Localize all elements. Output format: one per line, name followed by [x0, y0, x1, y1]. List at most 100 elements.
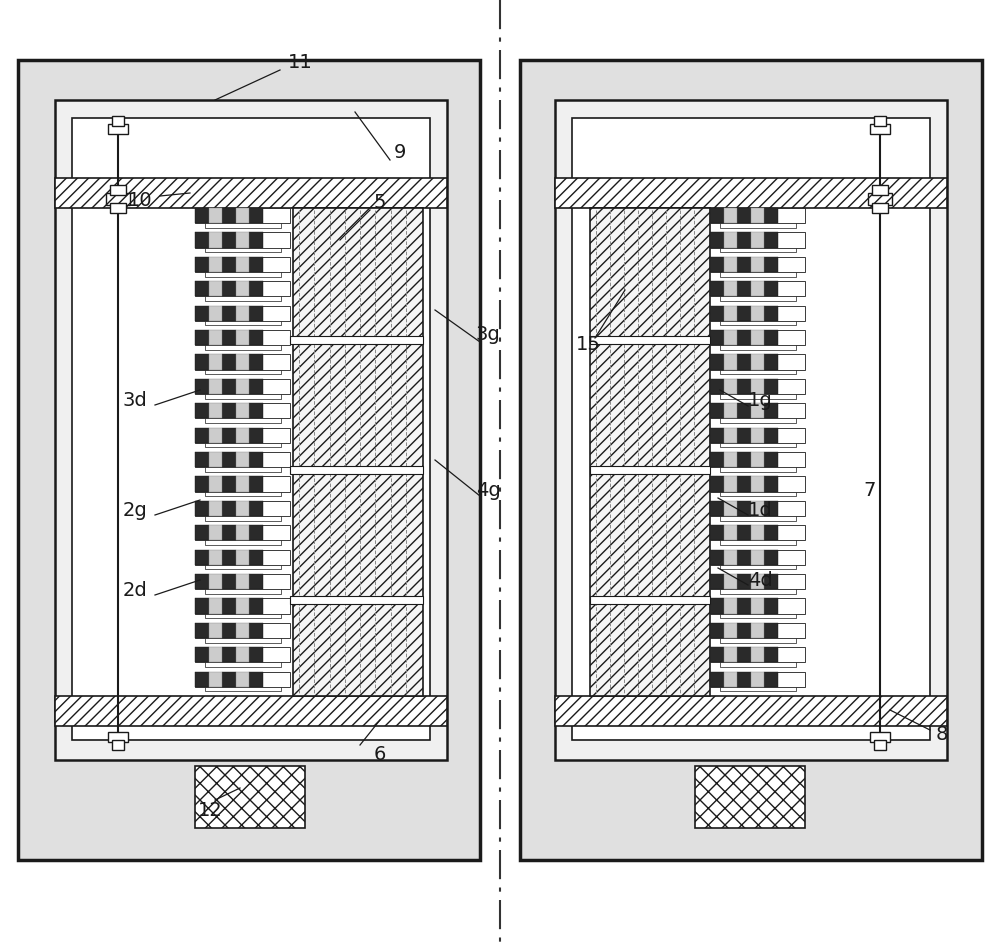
- Bar: [710, 330, 724, 345]
- Bar: [110, 185, 126, 195]
- Bar: [710, 257, 724, 272]
- Bar: [209, 647, 222, 662]
- Bar: [764, 257, 778, 272]
- Bar: [290, 336, 423, 344]
- Bar: [222, 208, 236, 223]
- Bar: [872, 203, 888, 213]
- Bar: [236, 282, 249, 297]
- Bar: [710, 549, 724, 564]
- Bar: [195, 379, 209, 394]
- Bar: [724, 428, 737, 443]
- Bar: [764, 403, 778, 418]
- Bar: [874, 740, 886, 750]
- Bar: [764, 549, 778, 564]
- Bar: [222, 452, 236, 467]
- Bar: [710, 477, 724, 492]
- Bar: [737, 549, 751, 564]
- Bar: [236, 526, 249, 541]
- Text: 3d: 3d: [123, 391, 147, 410]
- Bar: [222, 549, 236, 564]
- Bar: [236, 379, 249, 394]
- Bar: [195, 549, 290, 564]
- Bar: [724, 257, 737, 272]
- Bar: [195, 574, 290, 589]
- Bar: [106, 193, 130, 205]
- Bar: [55, 100, 447, 760]
- Bar: [205, 541, 280, 545]
- Bar: [209, 379, 222, 394]
- Bar: [710, 526, 805, 541]
- Text: 4d: 4d: [748, 571, 772, 590]
- Bar: [710, 574, 805, 589]
- Bar: [720, 369, 796, 374]
- Bar: [195, 354, 290, 369]
- Bar: [751, 501, 764, 516]
- Bar: [751, 549, 764, 564]
- Bar: [222, 623, 236, 638]
- Bar: [695, 766, 805, 828]
- Bar: [222, 233, 236, 248]
- Bar: [720, 589, 796, 593]
- Bar: [724, 379, 737, 394]
- Bar: [724, 549, 737, 564]
- Bar: [751, 330, 764, 345]
- Bar: [710, 501, 805, 516]
- Bar: [249, 403, 263, 418]
- Bar: [110, 203, 126, 213]
- Bar: [195, 305, 209, 320]
- Bar: [195, 233, 290, 248]
- Bar: [720, 418, 796, 423]
- Bar: [195, 598, 209, 613]
- Bar: [195, 452, 209, 467]
- Bar: [222, 428, 236, 443]
- Bar: [195, 257, 290, 272]
- Bar: [764, 354, 778, 369]
- Bar: [249, 574, 263, 589]
- Bar: [249, 477, 263, 492]
- Bar: [205, 394, 280, 398]
- Bar: [737, 428, 751, 443]
- Bar: [108, 124, 128, 134]
- Bar: [710, 647, 724, 662]
- Bar: [236, 403, 249, 418]
- Bar: [710, 233, 724, 248]
- Bar: [222, 330, 236, 345]
- Bar: [710, 647, 805, 662]
- Bar: [764, 379, 778, 394]
- Bar: [209, 452, 222, 467]
- Bar: [195, 477, 209, 492]
- Bar: [751, 526, 764, 541]
- Bar: [737, 526, 751, 541]
- Bar: [710, 623, 805, 638]
- Bar: [195, 526, 209, 541]
- Bar: [590, 336, 710, 344]
- Text: 8: 8: [936, 725, 948, 744]
- Bar: [572, 118, 930, 740]
- Bar: [710, 672, 724, 687]
- Bar: [205, 589, 280, 593]
- Bar: [195, 598, 290, 613]
- Bar: [872, 185, 888, 195]
- Bar: [222, 598, 236, 613]
- Bar: [108, 732, 128, 742]
- Bar: [751, 647, 764, 662]
- Bar: [724, 354, 737, 369]
- Bar: [737, 574, 751, 589]
- Bar: [209, 623, 222, 638]
- Bar: [205, 443, 280, 447]
- Text: 3g: 3g: [476, 326, 500, 345]
- Bar: [720, 492, 796, 496]
- Bar: [710, 549, 805, 564]
- Bar: [209, 549, 222, 564]
- Bar: [249, 428, 263, 443]
- Bar: [764, 501, 778, 516]
- Bar: [720, 564, 796, 569]
- Bar: [710, 208, 724, 223]
- Bar: [870, 124, 890, 134]
- Bar: [205, 638, 280, 642]
- Bar: [737, 208, 751, 223]
- Bar: [249, 282, 263, 297]
- Bar: [249, 233, 263, 248]
- Bar: [720, 297, 796, 300]
- Bar: [205, 564, 280, 569]
